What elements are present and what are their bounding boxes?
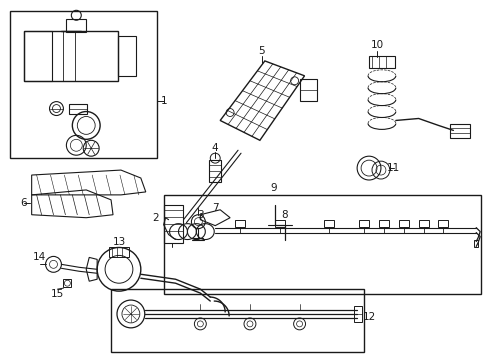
Text: 10: 10 (370, 40, 384, 50)
Text: 6: 6 (21, 198, 27, 208)
Bar (24, 31, 51, 81)
Bar (10, 11, 157, 158)
Bar (66, 19, 86, 32)
Bar (379, 220, 389, 227)
Bar (439, 220, 448, 227)
Bar (118, 36, 136, 76)
Text: 13: 13 (112, 237, 125, 247)
Bar (63, 279, 72, 287)
Bar (275, 220, 285, 227)
Text: 4: 4 (212, 143, 219, 153)
Bar (109, 247, 129, 257)
Bar (164, 205, 183, 243)
Bar (418, 220, 429, 227)
Text: 2: 2 (152, 213, 159, 223)
Bar (209, 160, 221, 182)
Bar (474, 239, 478, 247)
Text: 3: 3 (197, 210, 204, 220)
Text: 5: 5 (259, 46, 265, 56)
Text: 14: 14 (33, 252, 46, 262)
Text: 8: 8 (281, 210, 288, 220)
Bar (235, 220, 245, 227)
Text: 11: 11 (387, 163, 400, 173)
Bar (450, 125, 470, 138)
Text: 9: 9 (270, 183, 277, 193)
Bar (324, 220, 334, 227)
Bar (369, 56, 395, 68)
Bar (354, 306, 362, 322)
Text: 12: 12 (363, 312, 376, 322)
Bar (399, 220, 409, 227)
Bar (164, 195, 481, 294)
Text: 15: 15 (51, 289, 64, 299)
Bar (24, 31, 118, 81)
Text: 7: 7 (212, 203, 219, 213)
Bar (359, 220, 369, 227)
Text: 1: 1 (160, 96, 167, 105)
Bar (70, 104, 87, 113)
Bar (111, 289, 364, 352)
Bar (299, 79, 318, 100)
